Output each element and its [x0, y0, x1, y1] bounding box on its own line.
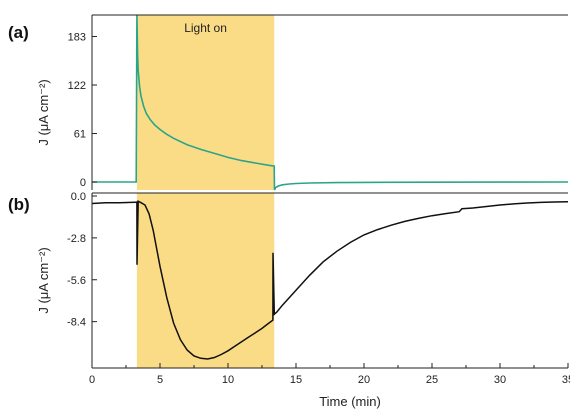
panel-a: Light on 0 61 122 183 J (μA cm⁻²) (a): [8, 14, 569, 191]
panel-b: 0.0 -2.8 -5.6 -8.4 0 5 10 15 20 25 30 35 J (μA cm⁻…: [8, 191, 570, 409]
panel-a-ytick-label: 0: [80, 177, 86, 189]
light-on-annotation: Light on: [184, 21, 227, 35]
x-tick-label: 5: [157, 374, 163, 386]
x-tick-label: 30: [494, 374, 506, 386]
panel-b-ytick-label: 0.0: [71, 191, 86, 203]
x-tick-label: 25: [426, 374, 438, 386]
light-on-shaded-region: [136, 15, 275, 190]
x-tick-label: 15: [290, 374, 302, 386]
panel-b-ytick-label: -8.4: [67, 317, 86, 329]
x-axis-ticks: 0 5 10 15 20 25 30 35: [89, 363, 570, 386]
x-tick-label: 0: [89, 374, 95, 386]
x-tick-label: 10: [222, 374, 234, 386]
panel-a-ytick-label: 183: [68, 31, 86, 43]
panel-a-label: (a): [8, 23, 29, 42]
series-line-current-a: [92, 14, 569, 191]
series-line-current-b: [91, 199, 569, 360]
panel-b-y-ticks: 0.0 -2.8 -5.6 -8.4: [67, 191, 97, 329]
panel-a-ytick-label: 61: [74, 129, 86, 141]
panel-b-ytick-label: -5.6: [67, 275, 86, 287]
x-tick-label: 20: [358, 374, 370, 386]
x-axis-label: Time (min): [319, 394, 381, 409]
panel-b-ytick-label: -2.8: [67, 233, 86, 245]
panel-b-label: (b): [8, 195, 30, 214]
light-on-shaded-region-b: [136, 193, 275, 368]
x-tick-label: 35: [562, 374, 570, 386]
panel-b-y-axis-label: J (μA cm⁻²): [36, 247, 51, 313]
panel-a-y-axis-label: J (μA cm⁻²): [36, 79, 51, 145]
panel-a-ytick-label: 122: [68, 80, 86, 92]
panel-a-y-ticks: 0 61 122 183: [68, 31, 97, 189]
